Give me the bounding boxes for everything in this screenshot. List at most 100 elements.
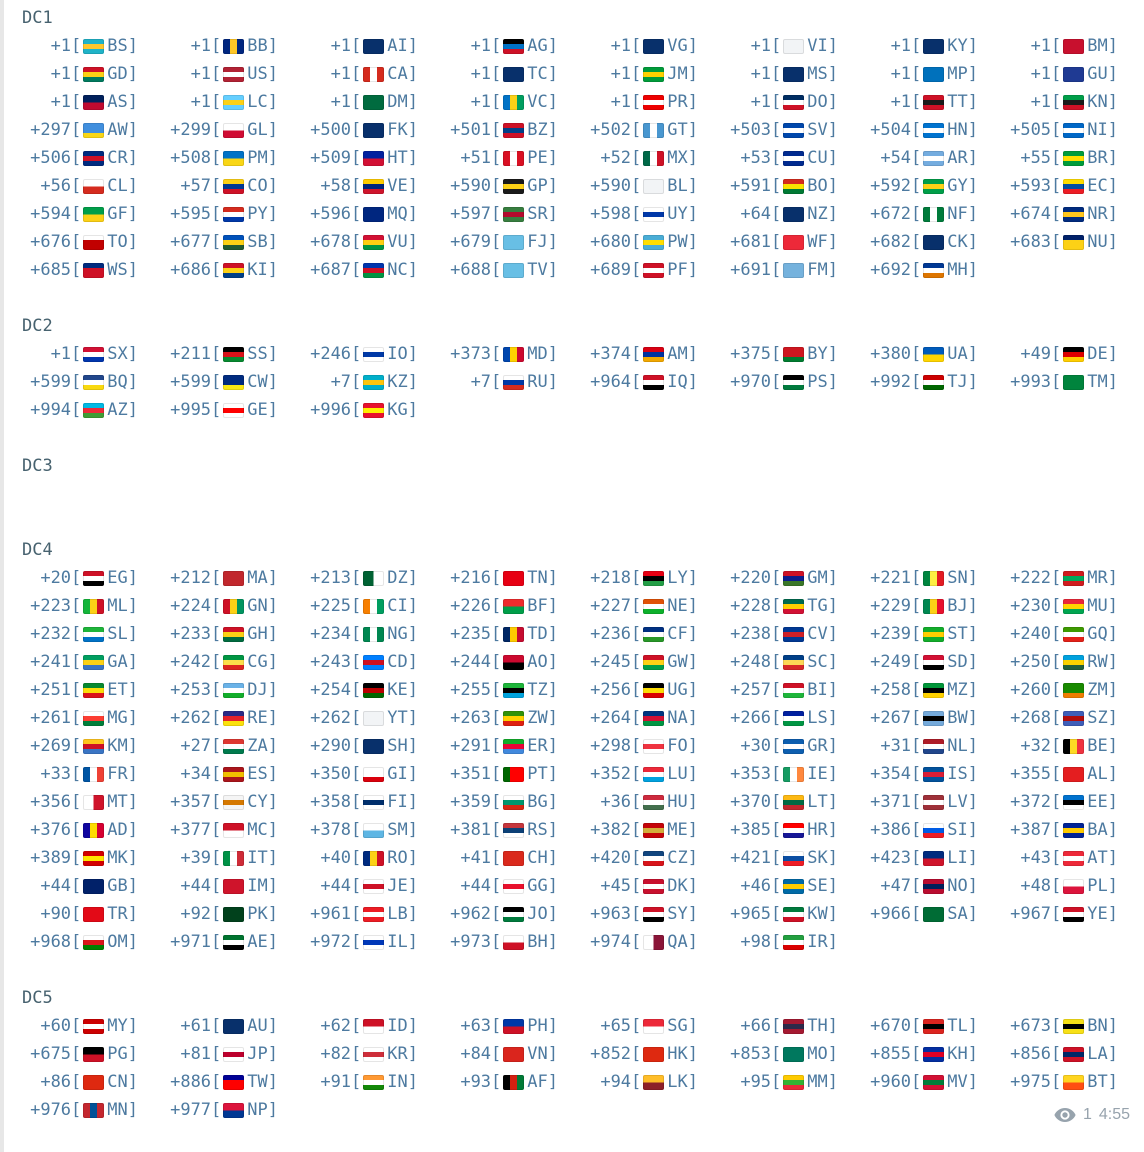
flag-icon-cy — [223, 794, 245, 810]
country-iso-code: NU] — [1087, 232, 1118, 252]
flag-icon-tv — [503, 262, 525, 278]
country-iso-code: TZ] — [527, 680, 558, 700]
country-iso-code: FI] — [387, 792, 418, 812]
country-iso-code: GE] — [247, 400, 278, 420]
country-iso-code: GA] — [107, 652, 138, 672]
country-iso-code: NR] — [1087, 204, 1118, 224]
country-code-entry: +670[TL] — [844, 1012, 984, 1040]
country-code-entry: +354[IS] — [844, 760, 984, 788]
flag-icon-tm — [1063, 374, 1085, 390]
country-code-entry: +90[ TR] — [4, 900, 144, 928]
dial-code: +689[ — [590, 260, 642, 280]
flag-icon-bs — [83, 38, 105, 54]
dial-code: +961[ — [310, 904, 362, 924]
dial-code: +356[ — [30, 792, 82, 812]
dial-code: +357[ — [170, 792, 222, 812]
dial-code: +90[ — [40, 904, 82, 924]
country-iso-code: US] — [247, 64, 278, 84]
country-iso-code: IL] — [387, 932, 418, 952]
flag-icon-hu — [643, 794, 665, 810]
flag-icon-is — [923, 766, 945, 782]
flag-icon-mr — [1063, 570, 1085, 586]
country-code-entry: +677[SB] — [144, 228, 284, 256]
flag-icon-ma — [223, 570, 245, 586]
flag-icon-sc — [783, 654, 805, 670]
country-code-entry: +95[MM] — [704, 1068, 844, 1096]
country-code-entry: +509[HT] — [284, 144, 424, 172]
flag-icon-ci — [363, 598, 385, 614]
flag-icon-re — [223, 710, 245, 726]
country-iso-code: BW] — [947, 708, 978, 728]
country-code-entry: +291[ER] — [424, 732, 564, 760]
section-header: DC1 — [22, 8, 53, 28]
country-code-entry: +371[LV] — [844, 788, 984, 816]
country-code-entry: +242[CG] — [144, 648, 284, 676]
dial-code: +242[ — [170, 652, 222, 672]
flag-icon-fo — [643, 738, 665, 754]
dial-code: +591[ — [730, 176, 782, 196]
flag-icon-cu — [783, 150, 805, 166]
dial-code: +44[ — [40, 876, 82, 896]
country-iso-code: SE] — [807, 876, 838, 896]
country-code-entry: +1[BB] — [144, 32, 284, 60]
country-iso-code: LU] — [667, 764, 698, 784]
country-iso-code: TR] — [107, 904, 138, 924]
flag-icon-cr — [83, 150, 105, 166]
country-code-entry: +1[VC] — [424, 88, 564, 116]
dial-code: +973[ — [450, 932, 502, 952]
country-iso-code: NF] — [947, 204, 978, 224]
country-iso-code: HR] — [807, 820, 838, 840]
dial-code: +36[ — [600, 792, 642, 812]
country-iso-code: TW] — [247, 1072, 278, 1092]
country-code-entry: +977[NP] — [144, 1096, 284, 1124]
flag-icon-my — [83, 1018, 105, 1034]
country-iso-code: TC] — [527, 64, 558, 84]
flag-icon-yt — [363, 710, 385, 726]
flag-icon-se — [783, 878, 805, 894]
dial-code: +1[ — [890, 64, 922, 84]
dial-code: +355[ — [1010, 764, 1062, 784]
dial-code: +692[ — [870, 260, 922, 280]
country-iso-code: ST] — [947, 624, 978, 644]
dial-code: +1[ — [470, 92, 502, 112]
flag-icon-ao — [503, 654, 525, 670]
flag-icon-ga — [83, 654, 105, 670]
country-code-entry: +373[MD] — [424, 340, 564, 368]
country-iso-code: ID] — [387, 1016, 418, 1036]
country-code-entry: +501[BZ] — [424, 116, 564, 144]
flag-icon-eg — [83, 570, 105, 586]
country-code-entry: +30[GR] — [704, 732, 844, 760]
flag-icon-ir — [783, 934, 805, 950]
dial-code: +1[ — [50, 64, 82, 84]
flag-icon-fr — [83, 766, 105, 782]
dial-code: +240[ — [1010, 624, 1062, 644]
flag-icon-st — [923, 626, 945, 642]
dial-code: +1[ — [50, 36, 82, 56]
flag-icon-nl — [923, 738, 945, 754]
country-iso-code: MH] — [947, 260, 978, 280]
country-code-entry: +971[AE] — [144, 928, 284, 956]
country-iso-code: BQ] — [107, 372, 138, 392]
flag-icon-ke — [363, 682, 385, 698]
dial-code: +593[ — [1010, 176, 1062, 196]
flag-icon-mh — [923, 262, 945, 278]
country-iso-code: LY] — [667, 568, 698, 588]
flag-icon-vc — [503, 94, 525, 110]
country-code-entry: +966[SA] — [844, 900, 984, 928]
country-code-entry: +224[GN] — [144, 592, 284, 620]
dial-code: +81[ — [180, 1044, 222, 1064]
dial-code: +886[ — [170, 1072, 222, 1092]
country-iso-code: RS] — [527, 820, 558, 840]
dial-code: +995[ — [170, 400, 222, 420]
flag-icon-lc — [223, 94, 245, 110]
flag-icon-sy — [643, 906, 665, 922]
dial-code: +250[ — [1010, 652, 1062, 672]
country-iso-code: MM] — [807, 1072, 838, 1092]
flag-icon-gn — [223, 598, 245, 614]
flag-icon-io — [363, 346, 385, 362]
country-iso-code: SL] — [107, 624, 138, 644]
country-iso-code: LS] — [807, 708, 838, 728]
flag-icon-pg — [83, 1046, 105, 1062]
country-code-entry: +262[RE] — [144, 704, 284, 732]
country-code-entry: +234[NG] — [284, 620, 424, 648]
